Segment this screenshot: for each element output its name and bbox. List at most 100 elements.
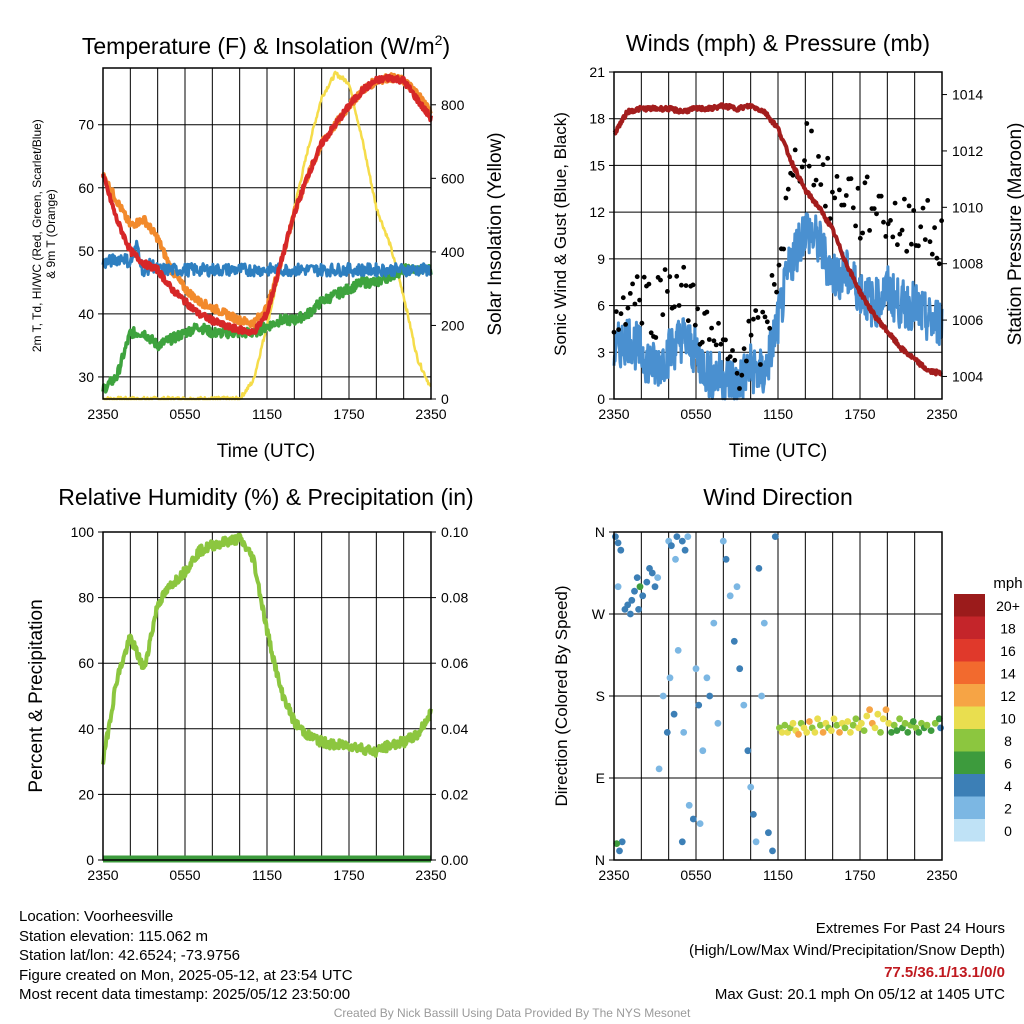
- gust-point: [771, 282, 777, 287]
- gust-point: [823, 203, 828, 209]
- gust-point: [895, 242, 900, 248]
- wind-direction-point: [858, 719, 865, 727]
- x-tick-label: 2350: [415, 867, 446, 883]
- colorbar-swatch: [954, 616, 985, 639]
- colorbar-swatch: [954, 819, 985, 842]
- t2m-line: [101, 73, 433, 337]
- gust-point: [818, 182, 824, 188]
- x-tick-label: 0550: [680, 406, 711, 422]
- temperature-chart-title: Temperature (F) & Insolation (W/m2): [82, 32, 450, 59]
- wind-direction-point: [672, 555, 679, 563]
- x-tick-label: 2350: [598, 867, 629, 883]
- gust-point: [718, 341, 724, 347]
- gust-point: [734, 370, 740, 376]
- gust-point: [637, 297, 642, 303]
- gust-point: [906, 203, 912, 209]
- wind-direction-point: [654, 574, 662, 581]
- wind-direction-point: [726, 592, 734, 600]
- right-tick-label: 1014: [952, 87, 983, 103]
- wind-direction-point: [648, 569, 656, 577]
- gust-point: [916, 243, 921, 249]
- gust-point: [881, 219, 886, 225]
- x-tick-label: 2350: [415, 406, 446, 422]
- winds-series: [611, 102, 944, 401]
- colorbar-label: 20+: [996, 598, 1020, 614]
- wind-direction-point: [730, 637, 738, 645]
- wind-direction-point: [651, 583, 659, 591]
- gust-point: [660, 312, 666, 318]
- colorbar-label: 12: [1000, 688, 1016, 704]
- wind-direction-point: [699, 747, 707, 755]
- x-tick-label: 2350: [598, 406, 629, 422]
- wind-direction-point: [860, 727, 868, 734]
- gust-point: [790, 172, 796, 178]
- wind-direction-point: [871, 724, 879, 732]
- wind-speed-line: [612, 212, 944, 401]
- wind-direction-point: [888, 729, 895, 736]
- wind-direction-point: [836, 729, 843, 736]
- gust-point: [739, 372, 745, 378]
- wind-direction-point: [937, 724, 944, 732]
- y-tick-label: 50: [78, 243, 94, 259]
- winds-ticks: 2350 0550 1150 1750 235003691215182110041006…: [589, 64, 983, 422]
- wind-direction-point: [781, 721, 789, 729]
- y-tick-label: 60: [78, 180, 94, 196]
- pressure-line: [612, 102, 944, 377]
- gust-point: [927, 239, 933, 245]
- wind-direction-point: [847, 729, 854, 736]
- gust-point: [825, 155, 831, 161]
- wind-direction-point: [827, 727, 835, 734]
- right-tick-label: 400: [441, 244, 465, 260]
- gust-point: [922, 237, 928, 243]
- gust-point: [848, 176, 854, 182]
- gust-point: [769, 273, 775, 278]
- gust-point: [816, 154, 821, 159]
- colorbar-swatch: [954, 661, 985, 684]
- wind-direction-point: [765, 829, 772, 837]
- wind-direction-point: [680, 729, 688, 736]
- gust-point: [764, 319, 770, 325]
- gust-point: [623, 322, 628, 327]
- gust-point: [716, 320, 721, 326]
- wind-direction-point: [814, 715, 821, 723]
- y-tick-label: 21: [589, 64, 605, 80]
- gust-point: [627, 291, 633, 296]
- wind-direction-point: [841, 724, 849, 732]
- wind-direction-point: [740, 701, 748, 709]
- winds-chart-title: Winds (mph) & Pressure (mb): [626, 30, 930, 56]
- gust-point: [834, 174, 840, 179]
- wind-direction-point: [633, 574, 641, 581]
- wind-direction-point: [670, 710, 678, 718]
- max-gust: Max Gust: 20.1 mph On 05/12 at 1405 UTC: [714, 986, 1005, 1003]
- wind-direction-point: [663, 729, 671, 736]
- gust-point: [755, 315, 761, 320]
- y-tick-label: N: [595, 524, 605, 540]
- gust-point: [799, 164, 805, 170]
- gust-point: [695, 306, 700, 312]
- wind-direction-point: [612, 533, 619, 540]
- y-tick-label: E: [596, 770, 605, 786]
- wind-direction-point: [811, 729, 819, 736]
- wind-direction-point: [614, 539, 622, 547]
- gust-point: [706, 337, 712, 342]
- wind-direction-point: [613, 840, 621, 847]
- colorbar-swatch: [954, 639, 985, 662]
- gust-point: [860, 230, 865, 236]
- x-tick-label: 2350: [87, 406, 118, 422]
- wind-direction-point: [901, 719, 909, 727]
- x-tick-label: 1150: [763, 867, 793, 883]
- wind-direction-point: [719, 537, 727, 545]
- colorbar-title: mph: [993, 575, 1022, 592]
- wind-direction-panel: Wind Direction 2350 0550 1150 1750 2350NESWN…: [552, 484, 1023, 883]
- gust-point: [802, 158, 807, 164]
- wind-direction-point: [631, 587, 638, 595]
- gust-point: [630, 281, 635, 287]
- colorbar-label: 16: [1000, 643, 1016, 659]
- gust-point: [885, 221, 891, 227]
- wind-direction-point: [927, 727, 935, 734]
- wind-direction-point: [628, 596, 636, 604]
- right-tick-label: 1012: [952, 143, 983, 159]
- wind-direction-point: [830, 715, 838, 723]
- winds-panel: Winds (mph) & Pressure (mb) 2350 0550 1150…: [551, 30, 1024, 462]
